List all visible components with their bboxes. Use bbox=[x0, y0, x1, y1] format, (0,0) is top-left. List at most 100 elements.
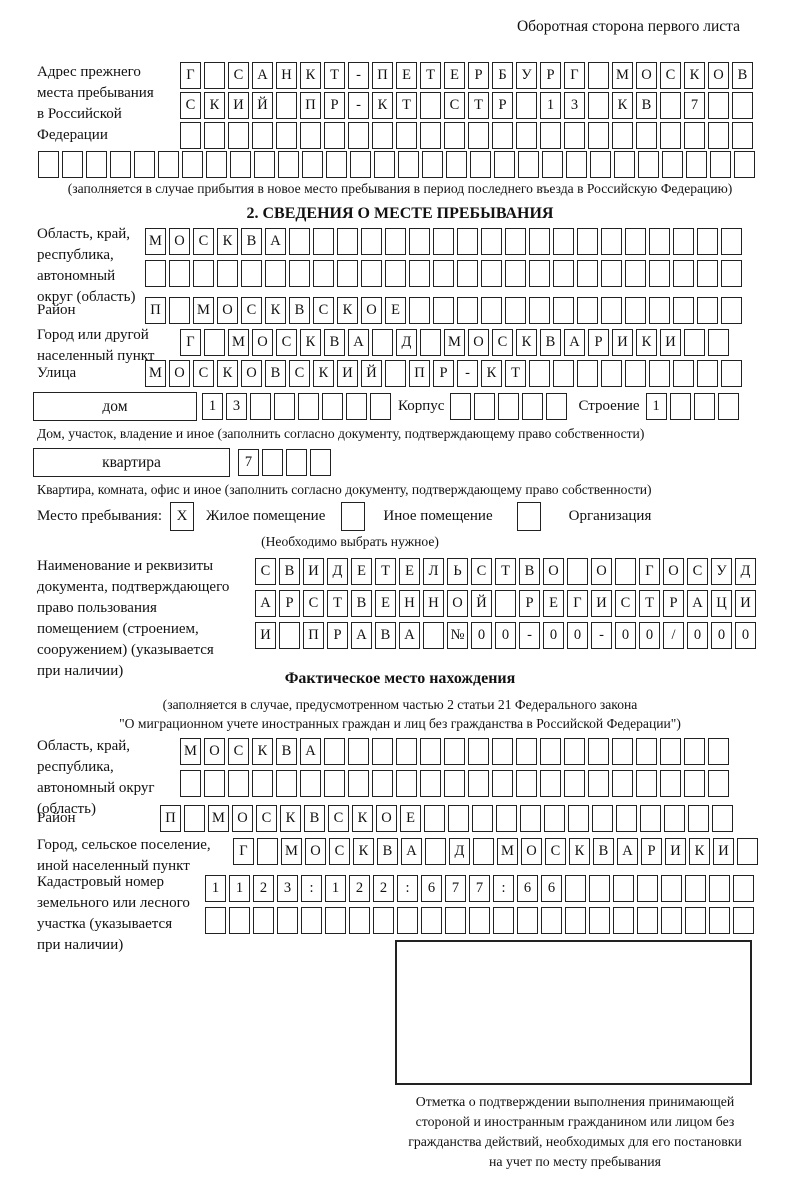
char-box[interactable] bbox=[420, 738, 441, 765]
char-box[interactable]: М bbox=[281, 838, 302, 865]
char-box[interactable]: С bbox=[180, 92, 201, 119]
char-box[interactable]: : bbox=[301, 875, 322, 902]
char-box[interactable] bbox=[684, 329, 705, 356]
char-box[interactable]: Н bbox=[276, 62, 297, 89]
char-box[interactable] bbox=[541, 907, 562, 934]
char-box[interactable] bbox=[444, 738, 465, 765]
char-box[interactable] bbox=[577, 260, 598, 287]
char-box[interactable] bbox=[373, 907, 394, 934]
char-box[interactable] bbox=[661, 875, 682, 902]
char-box[interactable] bbox=[615, 558, 636, 585]
char-box[interactable] bbox=[686, 151, 707, 178]
char-box[interactable]: 1 bbox=[325, 875, 346, 902]
char-box[interactable]: П bbox=[300, 92, 321, 119]
char-box[interactable]: К bbox=[352, 805, 373, 832]
char-box[interactable] bbox=[697, 228, 718, 255]
char-box[interactable] bbox=[660, 122, 681, 149]
char-box[interactable] bbox=[385, 228, 406, 255]
char-box[interactable]: 2 bbox=[253, 875, 274, 902]
char-box[interactable] bbox=[612, 122, 633, 149]
char-box[interactable]: У bbox=[516, 62, 537, 89]
char-box[interactable]: 0 bbox=[711, 622, 732, 649]
char-box[interactable] bbox=[612, 738, 633, 765]
char-box[interactable] bbox=[180, 122, 201, 149]
char-box[interactable] bbox=[372, 770, 393, 797]
char-box[interactable] bbox=[337, 228, 358, 255]
char-box[interactable]: М bbox=[228, 329, 249, 356]
char-box[interactable] bbox=[577, 297, 598, 324]
char-box[interactable] bbox=[86, 151, 107, 178]
char-box[interactable]: 1 bbox=[540, 92, 561, 119]
char-box[interactable] bbox=[636, 738, 657, 765]
char-box[interactable] bbox=[444, 770, 465, 797]
char-box[interactable] bbox=[546, 393, 568, 420]
char-box[interactable] bbox=[662, 151, 683, 178]
char-box[interactable]: И bbox=[735, 590, 756, 617]
char-box[interactable]: В bbox=[377, 838, 398, 865]
char-box[interactable] bbox=[286, 449, 307, 476]
char-box[interactable]: К bbox=[217, 360, 238, 387]
char-box[interactable]: Р bbox=[588, 329, 609, 356]
char-box[interactable] bbox=[276, 122, 297, 149]
char-box[interactable] bbox=[310, 449, 331, 476]
char-box[interactable] bbox=[206, 151, 227, 178]
char-box[interactable] bbox=[673, 360, 694, 387]
char-box[interactable]: Д bbox=[327, 558, 348, 585]
char-box[interactable] bbox=[396, 738, 417, 765]
char-box[interactable] bbox=[169, 260, 190, 287]
char-box[interactable]: А bbox=[300, 738, 321, 765]
char-box[interactable] bbox=[372, 329, 393, 356]
char-box[interactable] bbox=[420, 92, 441, 119]
char-box[interactable]: К bbox=[612, 92, 633, 119]
char-box[interactable]: М bbox=[180, 738, 201, 765]
char-box[interactable]: К bbox=[300, 62, 321, 89]
char-box[interactable]: / bbox=[663, 622, 684, 649]
char-box[interactable]: К bbox=[217, 228, 238, 255]
char-box[interactable] bbox=[684, 738, 705, 765]
char-box[interactable]: И bbox=[713, 838, 734, 865]
char-box[interactable] bbox=[520, 805, 541, 832]
char-box[interactable]: О bbox=[376, 805, 397, 832]
char-box[interactable]: Й bbox=[361, 360, 382, 387]
char-box[interactable] bbox=[457, 297, 478, 324]
char-box[interactable] bbox=[361, 260, 382, 287]
char-box[interactable] bbox=[544, 805, 565, 832]
char-box[interactable] bbox=[616, 805, 637, 832]
char-box[interactable]: Е bbox=[375, 590, 396, 617]
char-box[interactable] bbox=[649, 360, 670, 387]
char-box[interactable]: 6 bbox=[421, 875, 442, 902]
char-box[interactable] bbox=[324, 770, 345, 797]
char-box[interactable]: Е bbox=[385, 297, 406, 324]
char-box[interactable] bbox=[553, 260, 574, 287]
char-box[interactable] bbox=[661, 907, 682, 934]
char-box[interactable]: О bbox=[252, 329, 273, 356]
char-box[interactable] bbox=[250, 393, 271, 420]
char-box[interactable] bbox=[588, 92, 609, 119]
char-box[interactable] bbox=[660, 738, 681, 765]
char-box[interactable]: В bbox=[732, 62, 753, 89]
char-box[interactable]: С bbox=[193, 228, 214, 255]
char-box[interactable] bbox=[473, 838, 494, 865]
char-box[interactable]: С bbox=[255, 558, 276, 585]
char-box[interactable] bbox=[542, 151, 563, 178]
char-box[interactable]: Р bbox=[492, 92, 513, 119]
char-box[interactable] bbox=[495, 590, 516, 617]
char-box[interactable] bbox=[708, 329, 729, 356]
char-box[interactable]: И bbox=[665, 838, 686, 865]
char-box[interactable]: Р bbox=[324, 92, 345, 119]
char-box[interactable]: К bbox=[265, 297, 286, 324]
char-box[interactable] bbox=[448, 805, 469, 832]
char-box[interactable]: И bbox=[228, 92, 249, 119]
char-box[interactable]: 1 bbox=[229, 875, 250, 902]
char-box[interactable]: 7 bbox=[684, 92, 705, 119]
char-box[interactable] bbox=[252, 122, 273, 149]
char-box[interactable] bbox=[566, 151, 587, 178]
char-box[interactable]: С bbox=[303, 590, 324, 617]
char-box[interactable] bbox=[450, 393, 472, 420]
char-box[interactable] bbox=[564, 738, 585, 765]
char-box[interactable] bbox=[145, 260, 166, 287]
char-box[interactable] bbox=[697, 297, 718, 324]
char-box[interactable] bbox=[721, 360, 742, 387]
char-box[interactable]: С bbox=[687, 558, 708, 585]
char-box[interactable] bbox=[505, 228, 526, 255]
